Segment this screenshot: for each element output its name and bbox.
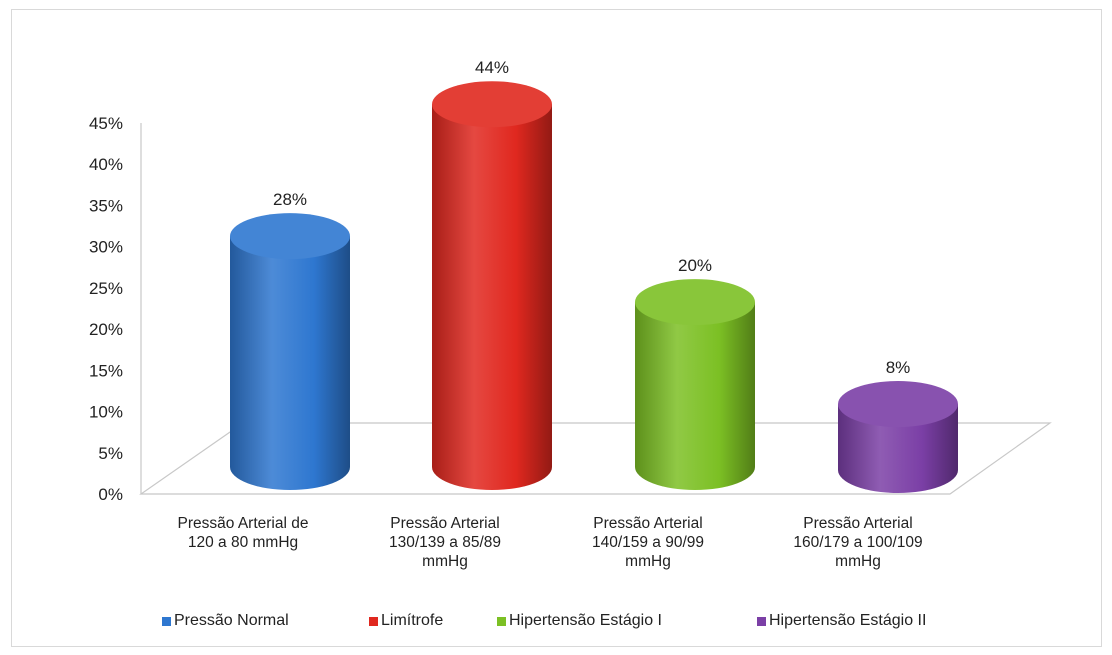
data-label: 20%: [678, 256, 712, 275]
data-label: 8%: [886, 358, 911, 377]
bar-body: [635, 302, 755, 490]
y-tick-label: 20%: [89, 320, 123, 339]
chart-legend: Pressão Normal Limítrofe Hipertensão Estág…: [0, 612, 1112, 636]
y-tick-label: 45%: [89, 114, 123, 133]
legend-swatch: [497, 616, 506, 626]
x-category-label: Pressão Arterial 140/159 a 90/99 mmHg: [592, 515, 704, 570]
bar-body: [230, 236, 350, 490]
bar-top: [432, 81, 552, 128]
legend-item: Limítrofe: [369, 612, 443, 630]
legend-label: Pressão Normal: [174, 612, 289, 629]
x-category-label: Pressão Arterial de 120 a 80 mmHg: [178, 515, 309, 551]
y-tick-label: 5%: [98, 444, 123, 463]
y-tick-label: 0%: [98, 485, 123, 504]
bars: [230, 81, 958, 493]
legend-item: Pressão Normal: [162, 612, 289, 630]
bar-top: [635, 279, 755, 326]
bar-1: [230, 213, 350, 490]
bar-body: [432, 104, 552, 490]
data-labels: 28% 44% 20% 8%: [273, 58, 910, 377]
y-axis: 0% 5% 10% 15% 20% 25% 30% 35% 40% 45%: [89, 114, 142, 504]
bar-chart: 0% 5% 10% 15% 20% 25% 30% 35% 40% 45% 28% 44% 20% 8%…: [89, 58, 1052, 570]
x-category-label: Pressão Arterial 130/139 a 85/89 mmHg: [389, 515, 501, 570]
y-tick-label: 40%: [89, 155, 123, 174]
chart-floor: [139, 422, 1052, 495]
legend-item: Hipertensão Estágio II: [757, 612, 926, 630]
bar-4: [838, 381, 958, 493]
x-category-label: Pressão Arterial 160/179 a 100/109 mmHg: [793, 515, 922, 570]
y-tick-label: 35%: [89, 196, 123, 215]
bar-top: [838, 381, 958, 428]
bar-3: [635, 279, 755, 490]
bar-2: [432, 81, 552, 490]
data-label: 44%: [475, 58, 509, 77]
data-label: 28%: [273, 190, 307, 209]
bar-top: [230, 213, 350, 260]
x-axis-categories: Pressão Arterial de 120 a 80 mmHg Pressão …: [178, 515, 923, 570]
floor-plane: [139, 422, 1052, 495]
legend-swatch: [162, 616, 171, 626]
y-tick-label: 25%: [89, 279, 123, 298]
bar-body: [838, 404, 958, 493]
y-tick-label: 30%: [89, 238, 123, 257]
legend-swatch: [369, 616, 378, 626]
legend-swatch: [757, 616, 766, 626]
chart-frame: [11, 9, 1102, 647]
legend-label: Hipertensão Estágio I: [509, 612, 662, 629]
legend-label: Limítrofe: [381, 612, 444, 629]
legend-item: Hipertensão Estágio I: [497, 612, 662, 630]
y-tick-label: 15%: [89, 361, 123, 380]
y-tick-label: 10%: [89, 403, 123, 422]
legend-label: Hipertensão Estágio II: [769, 612, 927, 629]
